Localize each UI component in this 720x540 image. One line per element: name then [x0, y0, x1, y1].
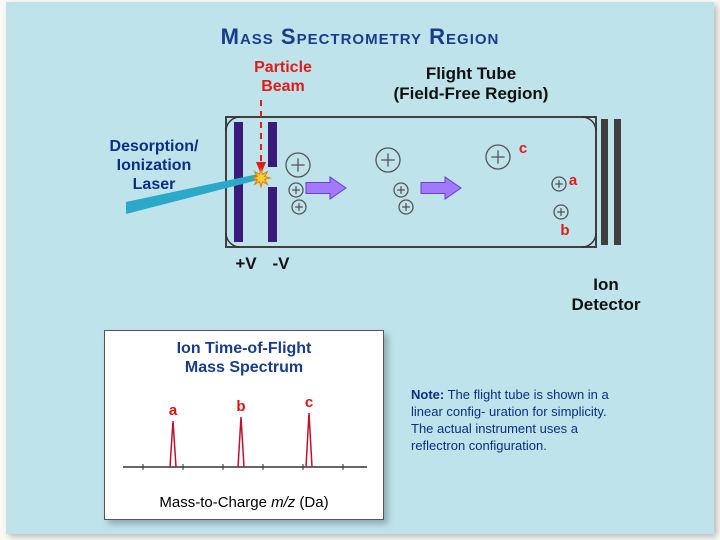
- spectrum-xaxis-label: Mass-to-Charge m/z (Da): [105, 494, 383, 511]
- xaxis-mz: m/z: [271, 494, 295, 511]
- spectrum-plot: a b c: [105, 381, 385, 491]
- spectrum-title: Ion Time-of-FlightMass Spectrum: [105, 339, 383, 377]
- svg-text:b: b: [236, 398, 245, 415]
- svg-text:c: c: [305, 394, 313, 411]
- xaxis-prefix: Mass-to-Charge: [159, 494, 271, 511]
- svg-text:a: a: [169, 402, 178, 419]
- note-bold: Note:: [411, 387, 444, 402]
- note: Note: The flight tube is shown in a line…: [411, 387, 621, 455]
- spectrum-panel: Ion Time-of-FlightMass Spectrum a b c Mass…: [104, 330, 384, 520]
- diagram-panel: Mass Spectrometry Region ParticleBeam Fl…: [6, 2, 714, 534]
- xaxis-unit: (Da): [295, 494, 328, 511]
- flight-tube-diagram: [6, 2, 720, 302]
